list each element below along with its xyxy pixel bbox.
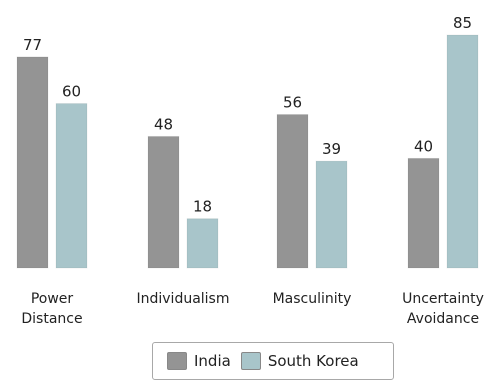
legend-item-india: India	[167, 352, 231, 370]
data-label-south-korea-uncertainty-avoidance: 85	[453, 14, 472, 32]
data-label-india-masculinity: 56	[283, 93, 302, 111]
legend-label-south-korea: South Korea	[267, 352, 359, 370]
x-tick-label-line-uncertainty-avoidance-2: Avoidance	[407, 311, 479, 327]
data-label-south-korea-masculinity: 39	[322, 140, 341, 158]
data-label-south-korea-power-distance: 60	[62, 83, 81, 101]
x-tick-label-line-power-distance-1: Power	[31, 291, 74, 307]
data-label-india-individualism: 48	[154, 115, 173, 133]
bar-india-masculinity	[276, 113, 309, 269]
x-tick-label-line-individualism-1: Individualism	[136, 291, 229, 307]
data-label-india-power-distance: 77	[23, 36, 42, 54]
x-tick-label-power-distance: Power Distance	[21, 291, 82, 327]
legend-swatch-south-korea	[240, 352, 261, 370]
bar-india-uncertainty-avoidance	[407, 157, 440, 269]
bar-south-korea-power-distance	[55, 103, 88, 269]
x-tick-label-uncertainty-avoidance: Uncertainty Avoidance	[402, 291, 484, 327]
bar-south-korea-individualism	[186, 218, 219, 269]
bar-south-korea-uncertainty-avoidance	[446, 34, 479, 269]
bar-india-individualism	[147, 135, 180, 269]
x-tick-label-line-masculinity-1: Masculinity	[273, 291, 352, 307]
bar-south-korea-masculinity	[315, 160, 348, 269]
chart-legend: India South Korea	[152, 342, 394, 380]
bar-india-power-distance	[16, 56, 49, 269]
x-tick-label-line-power-distance-2: Distance	[21, 311, 82, 327]
legend-swatch-india	[167, 352, 187, 370]
legend-label-india: India	[194, 352, 231, 370]
x-tick-label-line-uncertainty-avoidance-1: Uncertainty	[402, 291, 484, 307]
x-tick-label-individualism: Individualism	[136, 291, 229, 307]
legend-item-south-korea: South Korea	[240, 352, 359, 370]
x-tick-label-masculinity: Masculinity	[273, 291, 352, 307]
data-label-india-uncertainty-avoidance: 40	[414, 137, 433, 155]
data-label-south-korea-individualism: 18	[193, 198, 212, 216]
